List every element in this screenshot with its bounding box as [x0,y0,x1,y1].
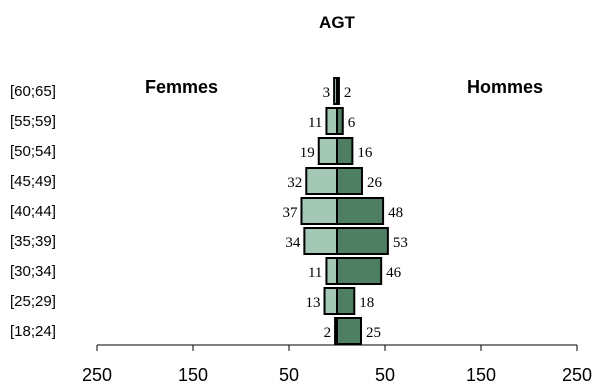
x-tick-label: 50 [279,365,299,385]
femmes-bar [325,107,339,135]
chart-title: AGT [319,13,356,32]
hommes-bar [336,317,362,345]
x-tick-label: 150 [466,365,496,385]
femmes-data-label: 19 [300,145,315,161]
category-label: [55;59] [10,113,56,130]
category-label: [45;49] [10,173,56,190]
hommes-bar [336,227,389,255]
femmes-data-label: 32 [287,175,302,191]
hommes-data-label: 53 [393,235,408,251]
femmes-bar [300,197,339,225]
hommes-data-label: 48 [388,205,403,221]
category-label: [35;39] [10,233,56,250]
category-label: [40;44] [10,203,56,220]
hommes-data-label: 2 [344,85,352,101]
category-label: [25;29] [10,293,56,310]
femmes-bars [300,77,339,345]
hommes-bars [336,77,389,345]
femmes-data-label: 11 [308,265,322,281]
hommes-data-label: 16 [357,145,373,161]
category-label: [50;54] [10,143,56,160]
category-label: [30;34] [10,263,56,280]
x-tick-label: 250 [82,365,112,385]
series-label-hommes: Hommes [467,77,543,97]
x-axis: 250 150 50 50 150 250 [82,344,592,385]
hommes-data-label: 46 [386,265,402,281]
hommes-bar [336,77,340,105]
series-label-femmes: Femmes [145,77,218,97]
hommes-bar [336,287,356,315]
femmes-data-label: 2 [324,325,332,341]
hommes-data-label: 26 [367,175,383,191]
category-label: [18;24] [10,323,56,340]
femmes-data-label: 34 [285,235,301,251]
category-labels: [60;65] [55;59] [50;54] [45;49] [40;44] [35;3… [10,83,56,340]
x-tick-label: 150 [178,365,208,385]
hommes-bar [336,257,383,285]
femmes-bar [303,227,338,255]
x-tick-label: 250 [562,365,592,385]
hommes-data-label: 25 [366,325,381,341]
femmes-data-label: 37 [282,205,298,221]
hommes-bar [336,197,385,225]
hommes-bar [336,137,354,165]
femmes-data-label: 3 [323,85,331,101]
femmes-bar [323,287,338,315]
femmes-data-label: 11 [308,115,322,131]
femmes-bar [317,137,339,165]
x-tick-label: 50 [375,365,395,385]
category-label: [60;65] [10,83,56,100]
hommes-data-label: 18 [359,295,374,311]
femmes-bar [305,167,338,195]
hommes-data-label: 6 [348,115,356,131]
hommes-bar [336,107,344,135]
femmes-data-label: 13 [306,295,321,311]
femmes-bar [325,257,339,285]
hommes-bar [336,167,363,195]
